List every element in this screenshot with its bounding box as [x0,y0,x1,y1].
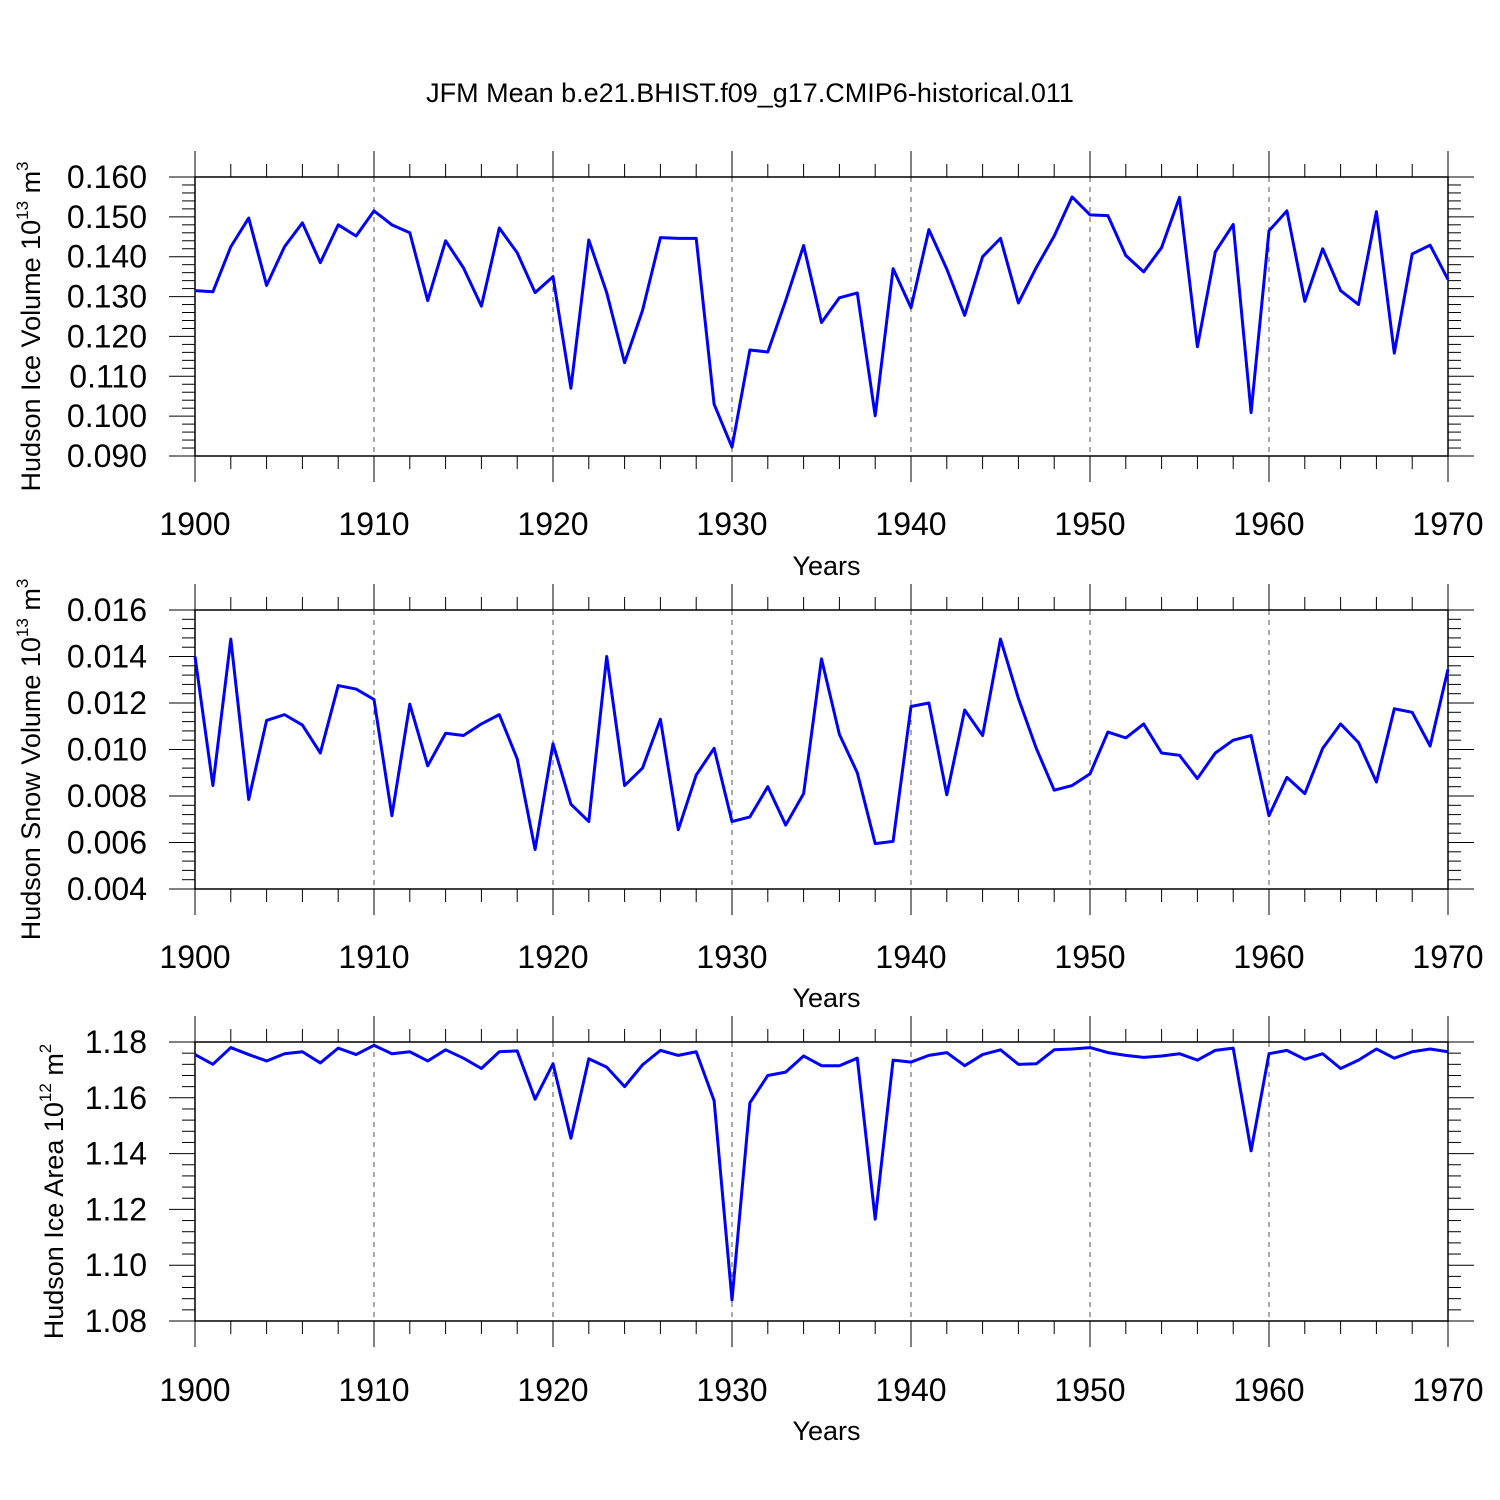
chart-panel-2: 0.004 0.006 0.008 0.010 0.012 0.014 0.016 1900 1… [13,579,1484,1013]
x-axis-title: Years [792,983,860,1013]
y-tick-label: 0.100 [67,398,147,434]
chart-panel-3: 1.08 1.10 1.12 1.14 1.16 1.18 1900 1910 1920 1930… [36,1016,1484,1446]
y-axis-title: Hudson Snow Volume 1013 m3 [13,579,46,941]
y-axis-title: Hudson Ice Volume 1013 m3 [13,161,46,491]
series-line [194,195,1450,449]
y-tick-label: 0.006 [67,825,147,861]
x-tick-label: 1940 [875,1372,946,1408]
y-axis-title-unit-exponent: 2 [36,1044,55,1053]
chart-title: JFM Mean b.e21.BHIST.f09_g17.CMIP6-histo… [426,78,1074,108]
x-tick-label: 1970 [1412,1372,1483,1408]
y-tick-label: 0.110 [69,358,147,394]
x-tick-label: 1910 [338,939,409,975]
x-tick-label: 1900 [159,939,230,975]
y-axis-title-main: Hudson Snow Volume 10 [16,637,46,940]
y-tick-label: 0.090 [67,438,147,474]
x-tick-label: 1960 [1233,939,1304,975]
x-tick-label: 1920 [517,506,588,542]
y-tick-label: 0.140 [67,239,147,275]
y-axis-title-unit: m [39,1053,69,1083]
y-axis-title-unit: m [16,171,46,201]
y-tick-label: 0.130 [67,279,147,315]
x-tick-label: 1940 [875,939,946,975]
x-tick-label: 1910 [338,506,409,542]
x-tick-label: 1950 [1054,1372,1125,1408]
plot-frame [194,176,1449,457]
x-tick-label: 1970 [1412,506,1483,542]
series-line [194,1043,1449,1302]
x-tick-label: 1940 [875,506,946,542]
y-tick-label: 1.18 [85,1024,147,1060]
y-tick-label: 1.08 [85,1303,147,1339]
y-tick-label: 0.120 [67,318,147,354]
x-tick-label: 1920 [517,1372,588,1408]
x-tick-label: 1930 [696,939,767,975]
y-axis-title-main: Hudson Ice Volume 10 [16,220,46,492]
x-tick-label: 1900 [159,1372,230,1408]
x-axis-title: Years [792,551,860,581]
x-tick-label: 1930 [696,1372,767,1408]
y-axis-title-unit-exponent: 3 [13,579,32,588]
y-tick-label: 1.10 [85,1247,147,1283]
plot-frame [194,1041,1449,1322]
x-tick-label: 1910 [338,1372,409,1408]
y-axis-title-exponent: 13 [13,618,32,637]
x-axis-title: Years [792,1416,860,1446]
y-tick-label: 0.160 [67,159,147,195]
y-tick-label: 1.16 [85,1080,147,1116]
x-tick-label: 1950 [1054,939,1125,975]
y-axis-title-main: Hudson Ice Area 10 [39,1102,69,1339]
x-tick-label: 1960 [1233,506,1304,542]
series-line [193,637,1450,851]
y-axis-title-exponent: 13 [13,201,32,220]
y-tick-label: 0.010 [67,732,147,768]
y-tick-label: 0.004 [67,871,147,907]
y-tick-label: 0.008 [67,778,147,814]
y-tick-label: 0.016 [67,592,147,628]
y-axis-title-unit: m [16,588,46,618]
y-tick-label: 1.12 [85,1191,147,1227]
x-tick-label: 1920 [517,939,588,975]
y-tick-label: 1.14 [85,1136,147,1172]
x-tick-label: 1900 [159,506,230,542]
y-tick-label: 0.012 [67,685,147,721]
y-axis-title-exponent: 12 [36,1083,55,1102]
x-tick-label: 1950 [1054,506,1125,542]
y-axis-title-unit-exponent: 3 [13,161,32,170]
x-tick-label: 1960 [1233,1372,1304,1408]
y-tick-label: 0.150 [67,199,147,235]
y-axis-title: Hudson Ice Area 1012 m2 [36,1044,69,1340]
x-tick-label: 1970 [1412,939,1483,975]
y-tick-label: 0.014 [67,639,147,675]
x-tick-label: 1930 [696,506,767,542]
